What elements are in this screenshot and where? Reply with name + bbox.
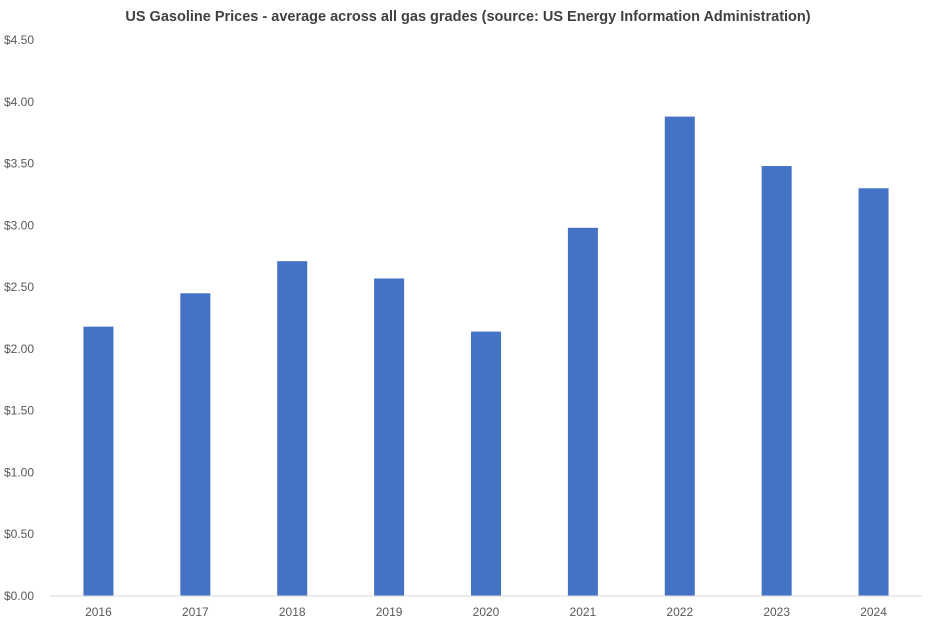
x-tick-label: 2022	[666, 605, 693, 619]
x-tick-label: 2024	[860, 605, 887, 619]
chart-title: US Gasoline Prices - average across all …	[125, 9, 810, 25]
x-tick-label: 2018	[279, 605, 306, 619]
bars	[83, 116, 889, 597]
x-tick-label: 2019	[376, 605, 403, 619]
y-axis: $0.00 $0.50 $1.00 $1.50 $2.00 $2.50 $3.00 $3.50…	[4, 33, 34, 603]
y-tick-label: $2.50	[4, 280, 34, 294]
x-tick-label: 2017	[182, 605, 209, 619]
x-tick-label: 2021	[570, 605, 597, 619]
y-tick-label: $1.00	[4, 465, 34, 479]
y-tick-label: $4.50	[4, 33, 34, 47]
bar-2016	[83, 326, 114, 596]
bar-2017	[180, 293, 211, 596]
x-tick-label: 2016	[85, 605, 112, 619]
bar-2022	[664, 116, 695, 597]
bar-2021	[567, 227, 598, 596]
x-axis: 2016 2017 2018 2019 2020 2021 2022 2023 2024	[50, 595, 922, 619]
y-tick-label: $3.00	[4, 218, 34, 232]
bar-2019	[374, 278, 405, 596]
y-tick-label: $1.50	[4, 404, 34, 418]
bar-2023	[761, 166, 792, 596]
bar-2024	[858, 188, 889, 596]
y-tick-label: $0.00	[4, 589, 34, 603]
bar-2020	[471, 331, 501, 596]
y-tick-label: $4.00	[4, 95, 34, 109]
x-tick-label: 2023	[763, 605, 790, 619]
bar-2018	[277, 261, 308, 596]
y-tick-label: $2.00	[4, 342, 34, 356]
y-tick-label: $0.50	[4, 527, 34, 541]
y-tick-label: $3.50	[4, 157, 34, 171]
x-tick-label: 2020	[473, 605, 500, 619]
